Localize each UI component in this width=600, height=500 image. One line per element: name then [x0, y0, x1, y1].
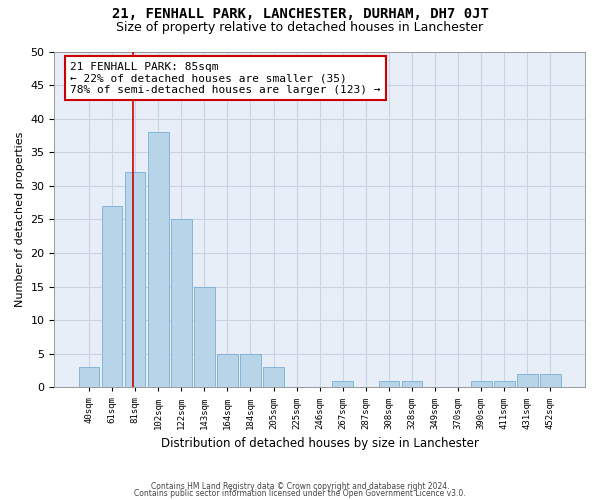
Bar	[263, 367, 284, 388]
Bar	[379, 380, 400, 388]
Bar	[517, 374, 538, 388]
Y-axis label: Number of detached properties: Number of detached properties	[15, 132, 25, 307]
Bar	[194, 286, 215, 388]
Text: Contains public sector information licensed under the Open Government Licence v3: Contains public sector information licen…	[134, 490, 466, 498]
Bar	[540, 374, 561, 388]
Bar	[471, 380, 491, 388]
Bar	[240, 354, 261, 388]
Text: 21, FENHALL PARK, LANCHESTER, DURHAM, DH7 0JT: 21, FENHALL PARK, LANCHESTER, DURHAM, DH…	[112, 8, 488, 22]
Bar	[217, 354, 238, 388]
Bar	[332, 380, 353, 388]
X-axis label: Distribution of detached houses by size in Lanchester: Distribution of detached houses by size …	[161, 437, 479, 450]
Text: Size of property relative to detached houses in Lanchester: Size of property relative to detached ho…	[116, 21, 484, 34]
Bar	[171, 220, 191, 388]
Bar	[79, 367, 99, 388]
Text: 21 FENHALL PARK: 85sqm
← 22% of detached houses are smaller (35)
78% of semi-det: 21 FENHALL PARK: 85sqm ← 22% of detached…	[70, 62, 381, 95]
Bar	[101, 206, 122, 388]
Bar	[148, 132, 169, 388]
Bar	[494, 380, 515, 388]
Text: Contains HM Land Registry data © Crown copyright and database right 2024.: Contains HM Land Registry data © Crown c…	[151, 482, 449, 491]
Bar	[125, 172, 145, 388]
Bar	[401, 380, 422, 388]
